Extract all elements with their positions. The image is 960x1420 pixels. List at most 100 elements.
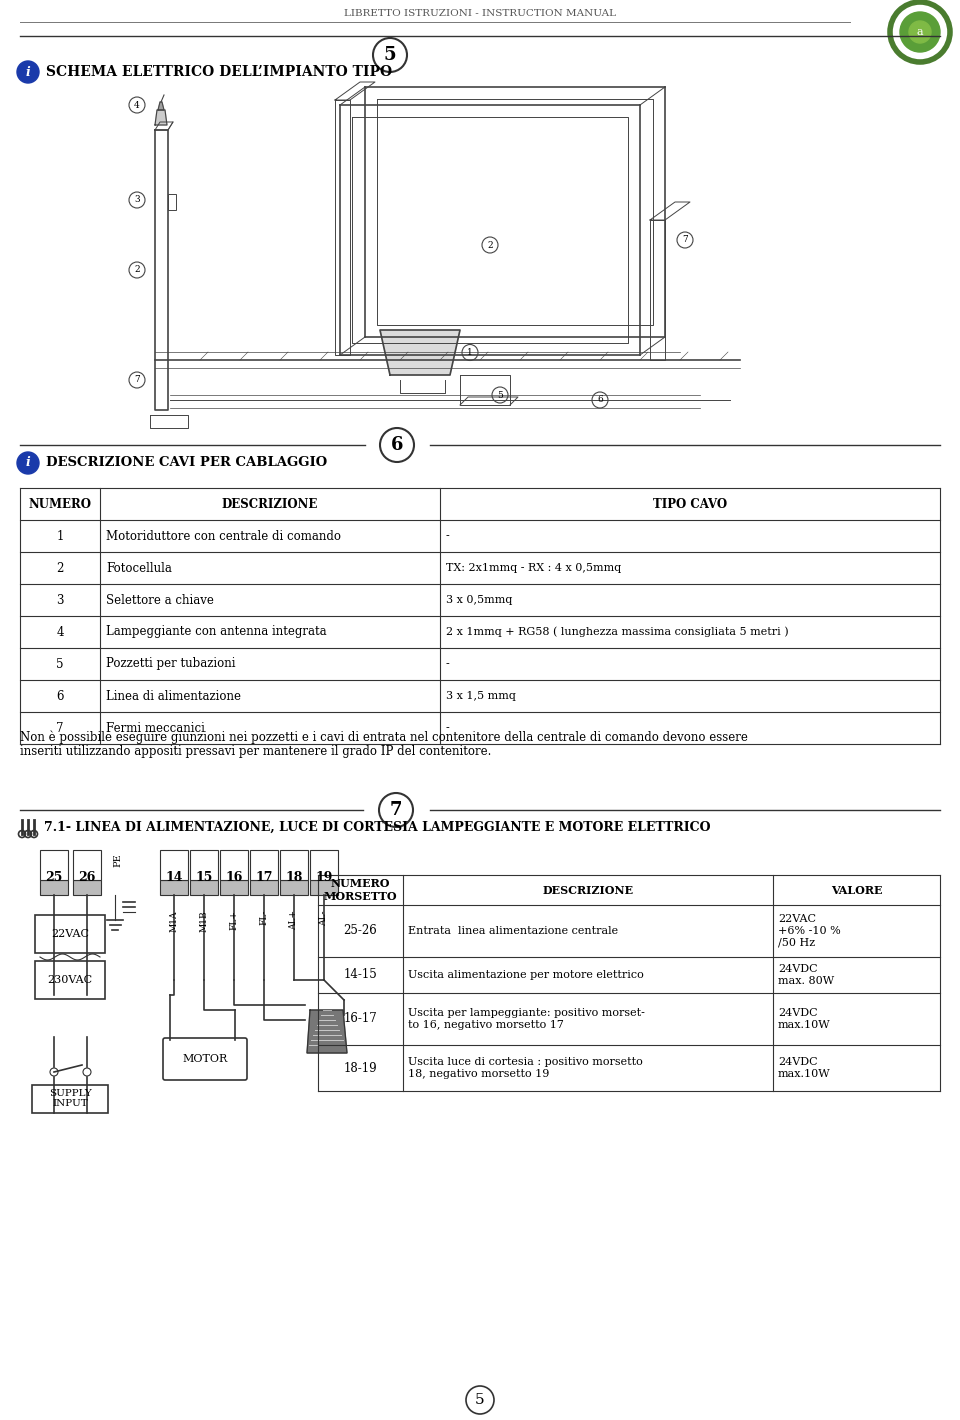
FancyBboxPatch shape bbox=[163, 1038, 247, 1081]
Bar bbox=[220, 851, 248, 880]
Text: SCHEMA ELETTRICO DELL’IMPIANTO TIPO: SCHEMA ELETTRICO DELL’IMPIANTO TIPO bbox=[46, 65, 392, 80]
Text: INPUT: INPUT bbox=[52, 1099, 88, 1109]
Text: 24VDC
max.10W: 24VDC max.10W bbox=[778, 1058, 830, 1079]
Text: AL-: AL- bbox=[320, 910, 328, 926]
Text: 4: 4 bbox=[57, 625, 63, 639]
Text: 2: 2 bbox=[134, 266, 140, 274]
Bar bbox=[310, 880, 338, 895]
Text: 5: 5 bbox=[384, 45, 396, 64]
Text: NUMERO
MORSETTO: NUMERO MORSETTO bbox=[324, 878, 397, 902]
Text: 16: 16 bbox=[226, 870, 243, 885]
Text: 1: 1 bbox=[57, 530, 63, 542]
Text: 1: 1 bbox=[468, 348, 473, 356]
Text: 22VAC: 22VAC bbox=[51, 929, 89, 939]
Text: Fotocellula: Fotocellula bbox=[106, 561, 172, 575]
Text: Fermi meccanici: Fermi meccanici bbox=[106, 721, 204, 734]
Text: Linea di alimentazione: Linea di alimentazione bbox=[106, 690, 241, 703]
Text: 2 x 1mmq + RG58 ( lunghezza massima consigliata 5 metri ): 2 x 1mmq + RG58 ( lunghezza massima cons… bbox=[446, 626, 788, 638]
Bar bbox=[310, 851, 338, 880]
Text: M1B: M1B bbox=[200, 910, 208, 932]
Text: Lampeggiante con antenna integrata: Lampeggiante con antenna integrata bbox=[106, 625, 326, 639]
Text: 7: 7 bbox=[134, 375, 140, 385]
Text: DESCRIZIONE: DESCRIZIONE bbox=[222, 497, 318, 511]
Text: a: a bbox=[917, 27, 924, 37]
Polygon shape bbox=[155, 109, 167, 125]
Text: 5: 5 bbox=[475, 1393, 485, 1407]
Text: 7: 7 bbox=[683, 236, 688, 244]
Text: DESCRIZIONE CAVI PER CABLAGGIO: DESCRIZIONE CAVI PER CABLAGGIO bbox=[46, 456, 327, 470]
Text: 3 x 1,5 mmq: 3 x 1,5 mmq bbox=[446, 692, 516, 701]
Text: 3: 3 bbox=[57, 594, 63, 606]
Bar bbox=[250, 851, 278, 880]
Bar bbox=[73, 851, 101, 880]
Text: 3: 3 bbox=[134, 196, 140, 204]
Text: MOTOR: MOTOR bbox=[182, 1054, 228, 1064]
Polygon shape bbox=[307, 1010, 347, 1054]
Text: Pozzetti per tubazioni: Pozzetti per tubazioni bbox=[106, 657, 235, 670]
Text: Uscita luce di cortesia : positivo morsetto
18, negativo morsetto 19: Uscita luce di cortesia : positivo morse… bbox=[408, 1058, 643, 1079]
Text: Entrata  linea alimentazione centrale: Entrata linea alimentazione centrale bbox=[408, 926, 618, 936]
Bar bbox=[40, 851, 68, 880]
Bar bbox=[190, 851, 218, 880]
Text: DESCRIZIONE: DESCRIZIONE bbox=[542, 885, 634, 896]
Text: 25: 25 bbox=[45, 870, 62, 885]
Text: 5: 5 bbox=[497, 391, 503, 399]
Text: TIPO CAVO: TIPO CAVO bbox=[653, 497, 727, 511]
Text: 15: 15 bbox=[195, 870, 213, 885]
Text: SUPPLY: SUPPLY bbox=[49, 1089, 91, 1099]
Text: AL+: AL+ bbox=[290, 910, 299, 930]
Text: 14-15: 14-15 bbox=[344, 968, 377, 981]
Bar bbox=[280, 851, 308, 880]
Text: VALORE: VALORE bbox=[830, 885, 882, 896]
Text: Non è possibile eseguire giunzioni nei pozzetti e i cavi di entrata nel contenit: Non è possibile eseguire giunzioni nei p… bbox=[20, 730, 748, 758]
Text: 4: 4 bbox=[134, 101, 140, 109]
Text: 26: 26 bbox=[79, 870, 96, 885]
Text: 5: 5 bbox=[57, 657, 63, 670]
Bar bbox=[40, 880, 68, 895]
Text: Motoriduttore con centrale di comando: Motoriduttore con centrale di comando bbox=[106, 530, 341, 542]
Text: PE: PE bbox=[113, 853, 123, 866]
Bar bbox=[168, 195, 176, 210]
Circle shape bbox=[909, 21, 931, 43]
Text: 7.1- LINEA DI ALIMENTAZIONE, LUCE DI CORTESIA LAMPEGGIANTE E MOTORE ELETTRICO: 7.1- LINEA DI ALIMENTAZIONE, LUCE DI COR… bbox=[44, 821, 710, 834]
Text: 24VDC
max.10W: 24VDC max.10W bbox=[778, 1008, 830, 1030]
Text: i: i bbox=[26, 65, 31, 78]
Bar bbox=[190, 880, 218, 895]
Bar bbox=[35, 914, 105, 953]
Text: Selettore a chiave: Selettore a chiave bbox=[106, 594, 214, 606]
Text: Uscita per lampeggiante: positivo morset-
to 16, negativo morsetto 17: Uscita per lampeggiante: positivo morset… bbox=[408, 1008, 645, 1030]
Text: 18: 18 bbox=[285, 870, 302, 885]
Text: 18-19: 18-19 bbox=[344, 1062, 377, 1075]
Text: -: - bbox=[446, 531, 449, 541]
Text: i: i bbox=[26, 456, 31, 470]
Circle shape bbox=[17, 452, 39, 474]
Text: 22VAC
+6% -10 %
/50 Hz: 22VAC +6% -10 % /50 Hz bbox=[778, 914, 841, 947]
Text: Uscita alimentazione per motore elettrico: Uscita alimentazione per motore elettric… bbox=[408, 970, 644, 980]
Text: 17: 17 bbox=[255, 870, 273, 885]
Text: 7: 7 bbox=[57, 721, 63, 734]
Text: 19: 19 bbox=[315, 870, 333, 885]
Polygon shape bbox=[158, 102, 164, 109]
Text: 14: 14 bbox=[165, 870, 182, 885]
Text: TX: 2x1mmq - RX : 4 x 0,5mmq: TX: 2x1mmq - RX : 4 x 0,5mmq bbox=[446, 562, 621, 574]
Polygon shape bbox=[380, 329, 460, 375]
Text: -: - bbox=[446, 723, 449, 733]
Text: 3 x 0,5mmq: 3 x 0,5mmq bbox=[446, 595, 513, 605]
Text: M1A: M1A bbox=[170, 910, 179, 932]
Text: 6: 6 bbox=[57, 690, 63, 703]
Circle shape bbox=[900, 11, 940, 53]
Bar bbox=[35, 961, 105, 1000]
Bar bbox=[250, 880, 278, 895]
Text: 6: 6 bbox=[391, 436, 403, 454]
Text: 6: 6 bbox=[597, 396, 603, 405]
Text: 7: 7 bbox=[390, 801, 402, 819]
Text: 24VDC
max. 80W: 24VDC max. 80W bbox=[778, 964, 834, 985]
Bar bbox=[280, 880, 308, 895]
Text: 2: 2 bbox=[487, 240, 492, 250]
Text: FL+: FL+ bbox=[229, 910, 238, 930]
Bar bbox=[220, 880, 248, 895]
Circle shape bbox=[17, 61, 39, 82]
Text: FL-: FL- bbox=[259, 910, 269, 926]
Text: LIBRETTO ISTRUZIONI - INSTRUCTION MANUAL: LIBRETTO ISTRUZIONI - INSTRUCTION MANUAL bbox=[344, 10, 616, 18]
Text: 2: 2 bbox=[57, 561, 63, 575]
